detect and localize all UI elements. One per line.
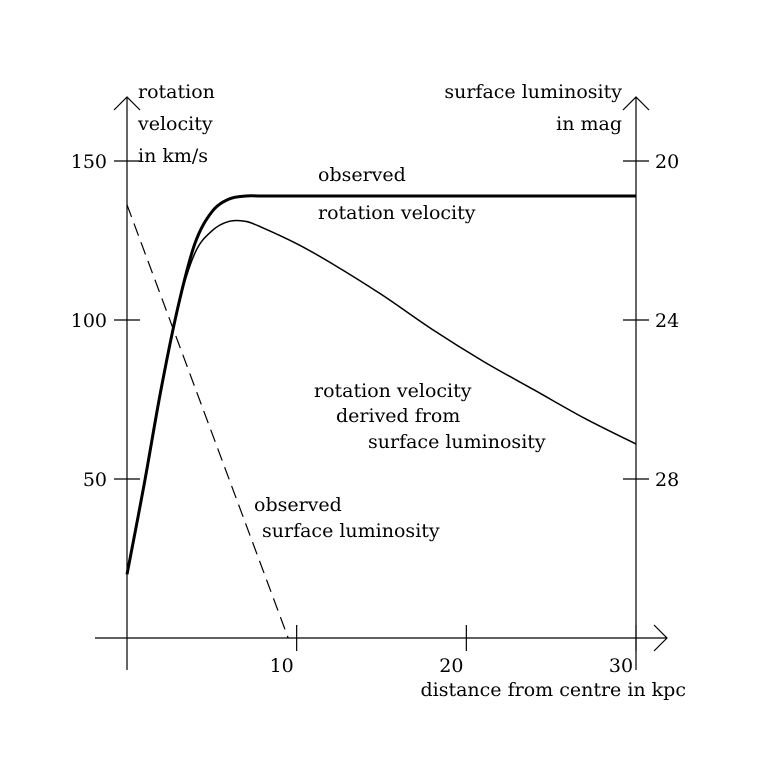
left-tick-label-150: 150 [71,151,107,173]
left-axis-label-line-2: velocity [137,113,213,135]
right-tick-label-24: 24 [655,310,679,332]
left-tick-label-50: 50 [83,469,107,491]
right-axis-label-line-2: in mag [556,113,622,135]
right-tick-label-20: 20 [655,151,679,173]
series-label-observed-velocity-line-1: observed [318,164,406,186]
x-tick-label-20: 20 [439,655,463,677]
right-axis-label-line-1: surface luminosity [444,81,622,103]
series-label-surface-luminosity-line-1: observed [254,494,342,516]
left-y-axis-arrowhead [113,96,141,111]
left-axis-label-line-3: in km/s [138,145,208,167]
right-y-axis-arrowhead [622,96,650,111]
x-tick-label-10: 10 [270,655,294,677]
series-label-derived-velocity-line-1: rotation velocity [314,380,472,402]
x-axis-label: distance from centre in kpc [420,679,686,701]
right-tick-label-28: 28 [655,469,679,491]
x-axis-arrowhead [653,624,668,652]
series-label-surface-luminosity-line-2: surface luminosity [262,520,440,542]
series-group [125,194,637,639]
left-tick-label-100: 100 [71,310,107,332]
series-line-2 [126,204,289,639]
series-label-derived-velocity-line-3: surface luminosity [368,431,546,453]
series-line-1 [126,219,637,575]
left-axis-label-line-1: rotation [138,81,215,103]
series-label-derived-velocity-line-2: derived from [336,405,460,427]
series-label-observed-velocity-line-2: rotation velocity [318,202,476,224]
axis-ticks: 50 100 150 20 24 28 10 20 30 [71,151,679,677]
axes [95,96,668,670]
x-tick-label-30: 30 [609,655,633,677]
